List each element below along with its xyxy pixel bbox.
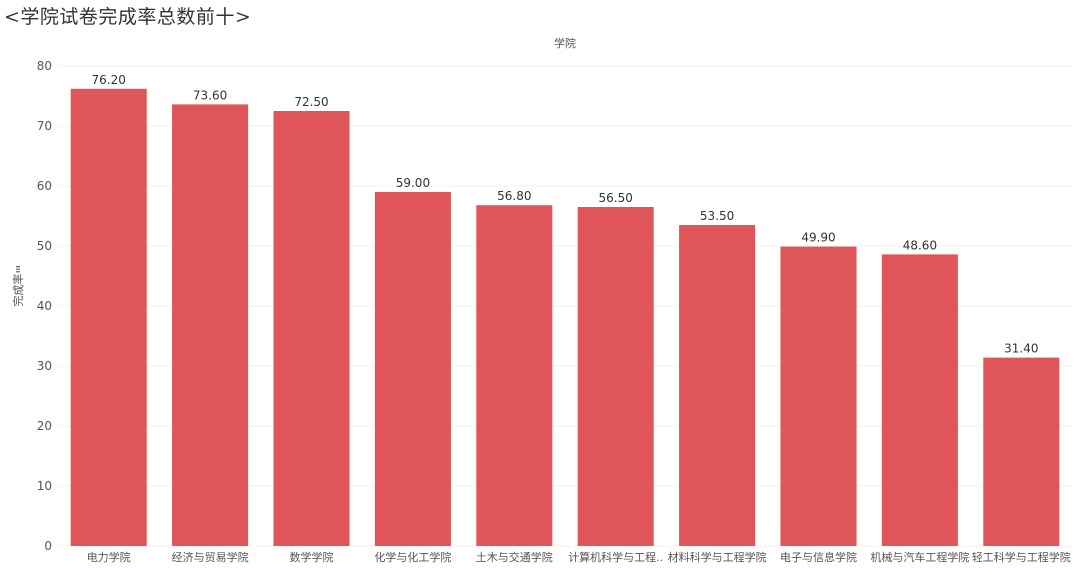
x-category-label: 材料科学与工程学院: [668, 550, 767, 564]
y-tick-label: 0: [44, 539, 52, 553]
x-category-label: 电子与信息学院: [780, 550, 857, 564]
bar-value-label: 76.20: [92, 73, 126, 87]
bar-value-label: 56.80: [497, 189, 531, 203]
x-axis-title: 学院: [554, 36, 576, 50]
x-category-label: 电力学院: [87, 550, 131, 564]
bar[interactable]: [780, 246, 857, 546]
bar-value-label: 72.50: [294, 95, 328, 109]
y-tick-label: 10: [37, 479, 52, 493]
bar[interactable]: [577, 207, 654, 546]
bar-value-label: 56.50: [599, 191, 633, 205]
y-tick-label: 80: [37, 59, 52, 73]
y-tick-label: 30: [37, 359, 52, 373]
y-tick-label: 40: [37, 299, 52, 313]
x-category-label: 数学学院: [290, 550, 334, 564]
y-axis-ticks: 0 10 20 30 40 50 60 70 80: [37, 59, 52, 553]
bar[interactable]: [273, 111, 350, 546]
x-category-label: 计算机科学与工程..: [568, 550, 663, 564]
y-tick-label: 50: [37, 239, 52, 253]
bar-value-label: 53.50: [700, 209, 734, 223]
bar-value-label: 48.60: [903, 238, 937, 252]
bar-value-label: 59.00: [396, 176, 430, 190]
x-category-label: 机械与汽车工程学院: [870, 550, 969, 564]
x-axis-categories: 电力学院 经济与贸易学院 数学学院 化学与化工学院 土木与交通学院 计算机科学与工程.. 材…: [87, 550, 1071, 564]
sort-icon[interactable]: [16, 266, 20, 273]
bar[interactable]: [476, 205, 553, 546]
bar-value-label: 49.90: [801, 231, 835, 245]
x-category-label: 经济与贸易学院: [172, 550, 249, 564]
bar[interactable]: [374, 192, 451, 546]
y-tick-label: 60: [37, 179, 52, 193]
y-axis-title: 完成率: [11, 274, 25, 307]
y-tick-label: 70: [37, 119, 52, 133]
x-category-label: 轻工科学与工程学院: [972, 550, 1071, 564]
page-title: <学院试卷完成率总数前十>: [4, 6, 252, 28]
y-axis-title-group: 完成率: [11, 274, 25, 307]
x-category-label: 土木与交通学院: [476, 550, 553, 564]
bar-value-label: 73.60: [193, 88, 227, 102]
y-tick-label: 20: [37, 419, 52, 433]
value-labels: 76.20 73.60 72.50 59.00 56.80 56.50 53.50 49.90…: [92, 73, 1039, 356]
x-category-label: 化学与化工学院: [374, 550, 451, 564]
bar[interactable]: [679, 225, 756, 546]
bar[interactable]: [172, 104, 249, 547]
bar-value-label: 31.40: [1004, 342, 1038, 356]
bar[interactable]: [70, 88, 147, 547]
bars: [70, 88, 1060, 547]
bar[interactable]: [881, 254, 958, 546]
bar[interactable]: [983, 357, 1060, 546]
